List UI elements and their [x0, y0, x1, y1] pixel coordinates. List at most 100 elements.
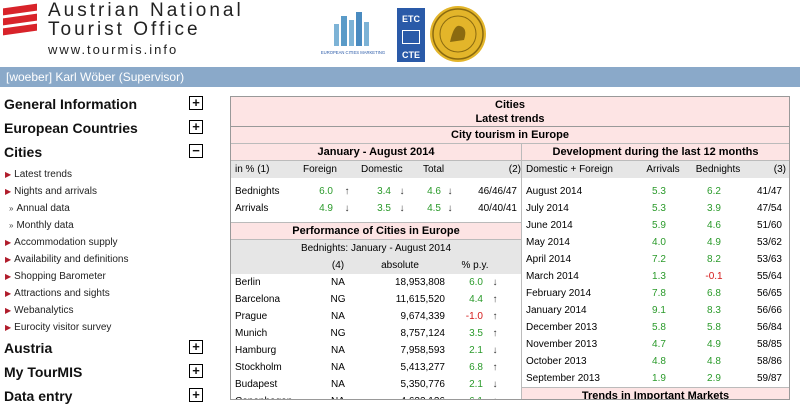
sidebar-link-eurocity-survey[interactable]: ▶ Eurocity visitor survey	[0, 319, 215, 336]
rank-value: 56/65	[756, 288, 782, 299]
absolute-value: 5,350,776	[400, 379, 446, 390]
right-table-header: Domestic + Foreign Arrivals Bednights (3…	[522, 161, 789, 178]
month-label: April 2014	[526, 254, 572, 265]
rank-value: 56/84	[756, 322, 782, 333]
plus-icon[interactable]: +	[189, 340, 203, 354]
link-label: Webanalytics	[14, 305, 74, 316]
col-header: (3)	[773, 164, 786, 175]
month-row[interactable]: January 2014 9.1 8.3 56/66	[522, 302, 789, 319]
foreign-value: 6.0	[319, 186, 333, 197]
month-row[interactable]: August 2014 5.3 6.2 41/47	[522, 183, 789, 200]
bednights-value: 4.6	[707, 220, 721, 231]
domestic-value: 3.4	[377, 186, 391, 197]
month-row[interactable]: December 2013 5.8 5.8 56/84	[522, 319, 789, 336]
plus-icon[interactable]: +	[189, 120, 203, 134]
domestic-value: 3.5	[377, 203, 391, 214]
trends-markets-heading: Trends in Important Markets	[522, 387, 789, 399]
month-row[interactable]: March 2014 1.3 -0.1 55/64	[522, 268, 789, 285]
month-row[interactable]: October 2013 4.8 4.8 58/86	[522, 353, 789, 370]
month-label: September 2013	[526, 373, 600, 384]
month-row[interactable]: February 2014 7.8 6.8 56/65	[522, 285, 789, 302]
sidebar-item-european-countries[interactable]: European Countries +	[0, 118, 215, 142]
city-tourism-heading: City tourism in Europe	[231, 127, 789, 144]
sidebar-link-accommodation-supply[interactable]: ▶ Accommodation supply	[0, 234, 215, 251]
triangle-right-icon: ▶	[5, 306, 12, 315]
sidebar-item-cities[interactable]: Cities −	[0, 142, 215, 166]
sidebar-link-shopping-barometer[interactable]: ▶ Shopping Barometer	[0, 268, 215, 285]
double-chevron-icon: »	[9, 204, 14, 213]
sidebar-link-availability[interactable]: ▶ Availability and definitions	[0, 251, 215, 268]
month-label: January 2014	[526, 305, 587, 316]
minus-icon[interactable]: −	[189, 144, 203, 158]
sidebar-link-webanalytics[interactable]: ▶ Webanalytics	[0, 302, 215, 319]
city-row[interactable]: Prague NA 9,674,339 -1.0 ↑	[231, 308, 521, 325]
trend-arrow-icon: ↓	[492, 277, 498, 288]
total-value: 4.6	[427, 186, 441, 197]
col-header: in % (1)	[235, 164, 270, 175]
trend-arrow-icon: ↓	[447, 186, 453, 197]
sidebar-link-nights-and-arrivals[interactable]: ▶ Nights and arrivals	[0, 183, 215, 200]
city-row[interactable]: CopenhagenNA4,632,1266.1↓	[231, 393, 521, 399]
title-latest-trends: Latest trends	[475, 113, 545, 125]
month-row[interactable]: June 2014 5.9 4.6 51/60	[522, 217, 789, 234]
plus-icon[interactable]: +	[189, 96, 203, 110]
trend-arrow-icon: ↑	[492, 294, 498, 305]
sidebar-item-my-tourmis[interactable]: My TourMIS +	[0, 362, 215, 386]
sidebar-link-annual-data[interactable]: » Annual data	[0, 200, 215, 217]
gold-seal-logo[interactable]	[430, 6, 486, 62]
bednights-value: 5.8	[707, 322, 721, 333]
absolute-value: 4,632,126	[355, 393, 446, 399]
month-row[interactable]: July 2014 5.3 3.9 47/54	[522, 200, 789, 217]
bednights-value: 6.8	[707, 288, 721, 299]
rank-value: 51/60	[756, 220, 782, 231]
bednights-value: 8.2	[707, 254, 721, 265]
sidebar-link-attractions[interactable]: ▶ Attractions and sights	[0, 285, 215, 302]
month-row[interactable]: September 2013 1.9 2.9 59/87	[522, 370, 789, 387]
trend-arrow-icon: ↓	[399, 203, 405, 214]
rank-value: 58/86	[756, 356, 782, 367]
month-row[interactable]: April 2014 7.2 8.2 53/63	[522, 251, 789, 268]
month-row[interactable]: November 2013 4.7 4.9 58/85	[522, 336, 789, 353]
month-label: August 2014	[526, 186, 583, 197]
col-header: Bednights	[695, 164, 741, 175]
absolute-value: 11,615,520	[395, 294, 445, 305]
european-cities-marketing-logo[interactable]: EUROPEAN CITIES MARKETING	[318, 10, 388, 60]
site-url[interactable]: www.tourmis.info	[48, 42, 179, 57]
sidebar-section-label: General Information	[4, 96, 138, 112]
arrivals-value: 5.8	[652, 322, 666, 333]
trend-arrow-icon: ↓	[344, 203, 350, 214]
sidebar-item-austria[interactable]: Austria +	[0, 338, 215, 362]
month-label: February 2014	[526, 288, 592, 299]
brand-name: Austrian National Tourist Office	[48, 1, 244, 39]
city-row[interactable]: Barcelona NG 11,615,520 4.4 ↑	[231, 291, 521, 308]
left-period-heading: January - August 2014	[231, 144, 521, 161]
percent-py: -1.0	[465, 311, 483, 322]
city-row[interactable]: Berlin NA 18,953,808 6.0 ↓	[231, 274, 521, 291]
city-row[interactable]: Budapest NA 5,350,776 2.1 ↓	[231, 376, 521, 393]
title-cities: Cities	[495, 99, 525, 111]
city-name: Hamburg	[235, 345, 277, 356]
plus-icon[interactable]: +	[189, 364, 203, 378]
sidebar-link-latest-trends[interactable]: ▶ Latest trends	[0, 166, 215, 183]
link-label: Accommodation supply	[14, 237, 118, 248]
performance-heading: Performance of Cities in Europe	[231, 222, 521, 240]
city-code: NA	[331, 311, 345, 322]
percent-py: 6.1	[445, 393, 483, 399]
month-label: July 2014	[526, 203, 569, 214]
sidebar-link-monthly-data[interactable]: » Monthly data	[0, 217, 215, 234]
etc-logo[interactable]: ETC CTE	[397, 8, 425, 62]
table-row[interactable]: Arrivals 4.9 ↓ 3.5 ↓ 4.5 ↓ 40/40/41	[231, 200, 521, 217]
rank-value: 53/62	[756, 237, 782, 248]
month-row[interactable]: May 2014 4.0 4.9 53/62	[522, 234, 789, 251]
cte-text: CTE	[402, 50, 420, 60]
brand-line-2: Tourist Office	[48, 19, 201, 40]
absolute-value: 8,757,124	[400, 328, 446, 339]
city-row[interactable]: Hamburg NA 7,958,593 2.1 ↓	[231, 342, 521, 359]
sidebar-item-data-entry[interactable]: Data entry +	[0, 386, 215, 410]
city-row[interactable]: Munich NG 8,757,124 3.5 ↑	[231, 325, 521, 342]
city-row[interactable]: Stockholm NA 5,413,277 6.8 ↑	[231, 359, 521, 376]
arrivals-value: 1.9	[652, 373, 666, 384]
table-row[interactable]: Bednights 6.0 ↑ 3.4 ↓ 4.6 ↓ 46/46/47	[231, 183, 521, 200]
arrivals-value: 7.8	[652, 288, 666, 299]
sidebar-item-general-information[interactable]: General Information +	[0, 94, 215, 118]
